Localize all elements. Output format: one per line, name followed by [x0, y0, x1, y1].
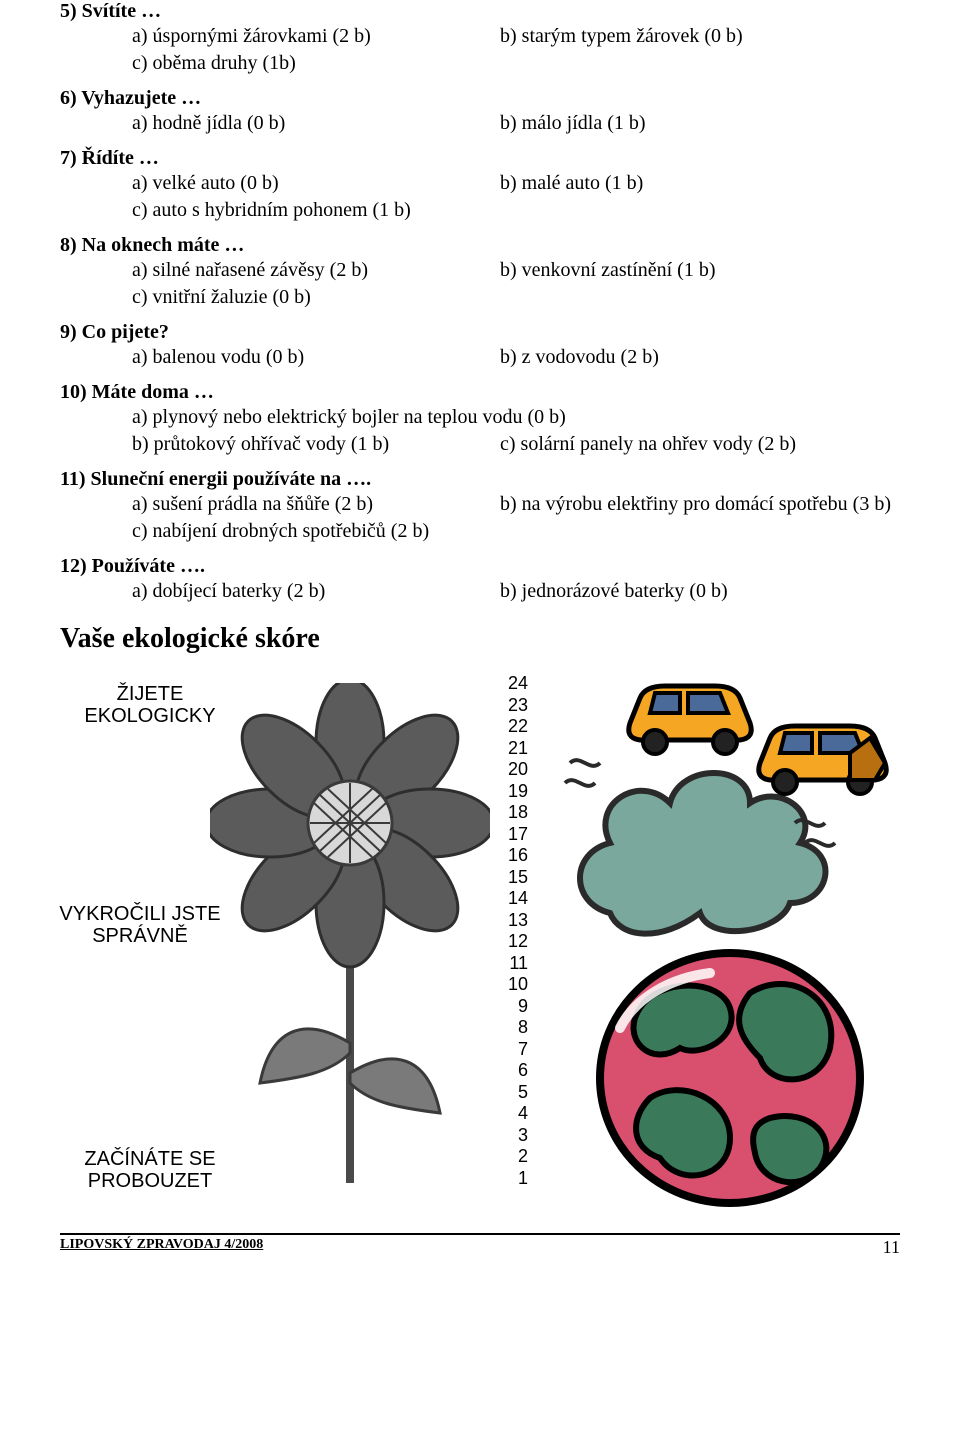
q10-title: 10) Máte doma …: [60, 381, 900, 404]
scale-number: 24: [498, 673, 528, 695]
page: 5) Svítíte … a) úspornými žárovkami (2 b…: [0, 0, 960, 1278]
question-6: 6) Vyhazujete … a) hodně jídla (0 b) b) …: [60, 87, 900, 137]
score-heading: Vaše ekologické skóre: [60, 623, 900, 655]
scale-number: 9: [498, 996, 528, 1018]
q5-opt-c: c) oběma druhy (1b): [60, 50, 900, 77]
q11-opt-c: c) nabíjení drobných spotřebičů (2 b): [60, 518, 900, 545]
question-12: 12) Používáte …. a) dobíjecí baterky (2 …: [60, 555, 900, 605]
scale-number: 7: [498, 1039, 528, 1061]
flower-icon: [210, 683, 490, 1203]
q5-opt-b: b) starým typem žárovek (0 b): [500, 23, 900, 50]
scale-number: 6: [498, 1060, 528, 1082]
q7-title: 7) Řídíte …: [60, 147, 900, 170]
scale-number: 18: [498, 802, 528, 824]
scale-number: 12: [498, 931, 528, 953]
question-8: 8) Na oknech máte … a) silné nařasené zá…: [60, 234, 900, 311]
question-5: 5) Svítíte … a) úspornými žárovkami (2 b…: [60, 0, 900, 77]
q12-opt-b: b) jednorázové baterky (0 b): [500, 578, 900, 605]
q9-title: 9) Co pijete?: [60, 321, 900, 344]
scale-number: 20: [498, 759, 528, 781]
scale-number: 8: [498, 1017, 528, 1039]
score-scale-numbers: 242322212019181716151413121110987654321: [498, 673, 528, 1189]
scale-number: 3: [498, 1125, 528, 1147]
question-7: 7) Řídíte … a) velké auto (0 b) b) malé …: [60, 147, 900, 224]
q11-opt-a: a) sušení prádla na šňůře (2 b): [60, 491, 500, 518]
q7-opt-b: b) malé auto (1 b): [500, 170, 900, 197]
score-infographic: ŽIJETE EKOLOGICKY VYKROČILI JSTE SPRÁVNĚ…: [60, 663, 900, 1213]
scale-number: 14: [498, 888, 528, 910]
scale-number: 16: [498, 845, 528, 867]
scale-number: 19: [498, 781, 528, 803]
q8-opt-c: c) vnitřní žaluzie (0 b): [60, 284, 900, 311]
scale-number: 4: [498, 1103, 528, 1125]
q11-title: 11) Sluneční energii používáte na ….: [60, 468, 900, 491]
scale-number: 13: [498, 910, 528, 932]
scale-number: 1: [498, 1168, 528, 1190]
scale-number: 10: [498, 974, 528, 996]
q6-opt-a: a) hodně jídla (0 b): [60, 110, 500, 137]
q10-opt-a: a) plynový nebo elektrický bojler na tep…: [60, 404, 900, 431]
footer-left: LIPOVSKÝ ZPRAVODAJ 4/2008: [60, 1237, 263, 1258]
q5-opt-a: a) úspornými žárovkami (2 b): [60, 23, 500, 50]
q6-title: 6) Vyhazujete …: [60, 87, 900, 110]
question-10: 10) Máte doma … a) plynový nebo elektric…: [60, 381, 900, 458]
scale-number: 15: [498, 867, 528, 889]
q8-title: 8) Na oknech máte …: [60, 234, 900, 257]
cars-smog-icon: [550, 653, 910, 943]
q10-opt-b: b) průtokový ohřívač vody (1 b): [60, 431, 500, 458]
scale-number: 2: [498, 1146, 528, 1168]
q8-opt-b: b) venkovní zastínění (1 b): [500, 257, 900, 284]
scale-number: 17: [498, 824, 528, 846]
q6-opt-b: b) málo jídla (1 b): [500, 110, 900, 137]
question-9: 9) Co pijete? a) balenou vodu (0 b) b) z…: [60, 321, 900, 371]
scale-number: 21: [498, 738, 528, 760]
q10-opt-c: c) solární panely na ohřev vody (2 b): [500, 431, 900, 458]
q12-title: 12) Používáte ….: [60, 555, 900, 578]
q9-opt-b: b) z vodovodu (2 b): [500, 344, 900, 371]
q9-opt-a: a) balenou vodu (0 b): [60, 344, 500, 371]
q11-opt-b: b) na výrobu elektřiny pro domácí spotře…: [500, 491, 900, 518]
scale-number: 23: [498, 695, 528, 717]
q5-title: 5) Svítíte …: [60, 0, 900, 23]
scale-number: 11: [498, 953, 528, 975]
globe-icon: [580, 938, 880, 1218]
question-11: 11) Sluneční energii používáte na …. a) …: [60, 468, 900, 545]
footer-page-number: 11: [883, 1237, 900, 1258]
q12-opt-a: a) dobíjecí baterky (2 b): [60, 578, 500, 605]
page-footer: LIPOVSKÝ ZPRAVODAJ 4/2008 11: [60, 1233, 900, 1258]
scale-number: 5: [498, 1082, 528, 1104]
q7-opt-c: c) auto s hybridním pohonem (1 b): [60, 197, 900, 224]
scale-number: 22: [498, 716, 528, 738]
q7-opt-a: a) velké auto (0 b): [60, 170, 500, 197]
q8-opt-a: a) silné nařasené závěsy (2 b): [60, 257, 500, 284]
